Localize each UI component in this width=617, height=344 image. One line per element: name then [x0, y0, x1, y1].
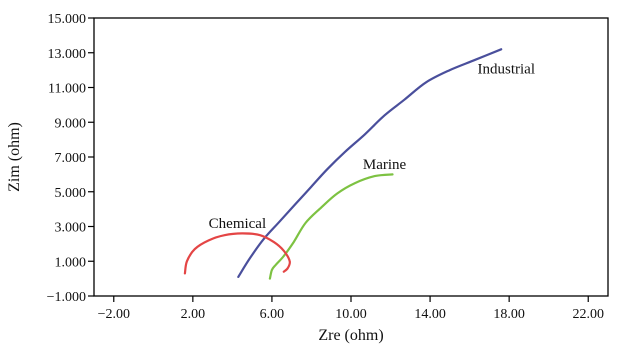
y-tick-label: 1.000	[55, 255, 87, 270]
series-label-industrial: Industrial	[478, 62, 536, 78]
y-tick-label: 11.000	[48, 82, 86, 97]
y-tick-label: 15.000	[48, 12, 87, 27]
series-label-marine: Marine	[363, 157, 407, 173]
x-tick-label: 18.00	[493, 307, 525, 322]
series-label-chemical: Chemical	[209, 216, 266, 232]
x-tick-label: 2.00	[181, 307, 206, 322]
y-tick-label: 9.000	[55, 116, 87, 131]
series-line-chemical	[183, 232, 291, 275]
x-tick-label: 6.00	[260, 307, 285, 322]
x-axis-title: Zre (ohm)	[318, 327, 383, 344]
x-tick-label: −2.00	[98, 307, 130, 322]
y-tick-label: 7.000	[55, 151, 87, 166]
annotation-layer: Industrial Marine Chemical	[209, 62, 535, 233]
series-layer	[183, 48, 503, 280]
x-tick-label: 22.00	[572, 307, 604, 322]
series-line-industrial	[237, 48, 503, 278]
y-tick-label: 13.000	[48, 47, 87, 62]
y-tick-label: 3.000	[55, 221, 87, 236]
x-tick-label: 14.00	[414, 307, 446, 322]
y-tick-label: 5.000	[55, 186, 87, 201]
y-tick-label: −1.000	[47, 290, 86, 305]
x-tick-label: 10.00	[335, 307, 367, 322]
tick-layer: −2.00 2.00 6.00 10.00 14.00 18.00 22.00 −1.000 1…	[47, 12, 604, 322]
y-axis-title: Zim (ohm)	[6, 122, 23, 192]
series-line-marine	[268, 173, 394, 280]
plot-frame	[93, 17, 609, 297]
